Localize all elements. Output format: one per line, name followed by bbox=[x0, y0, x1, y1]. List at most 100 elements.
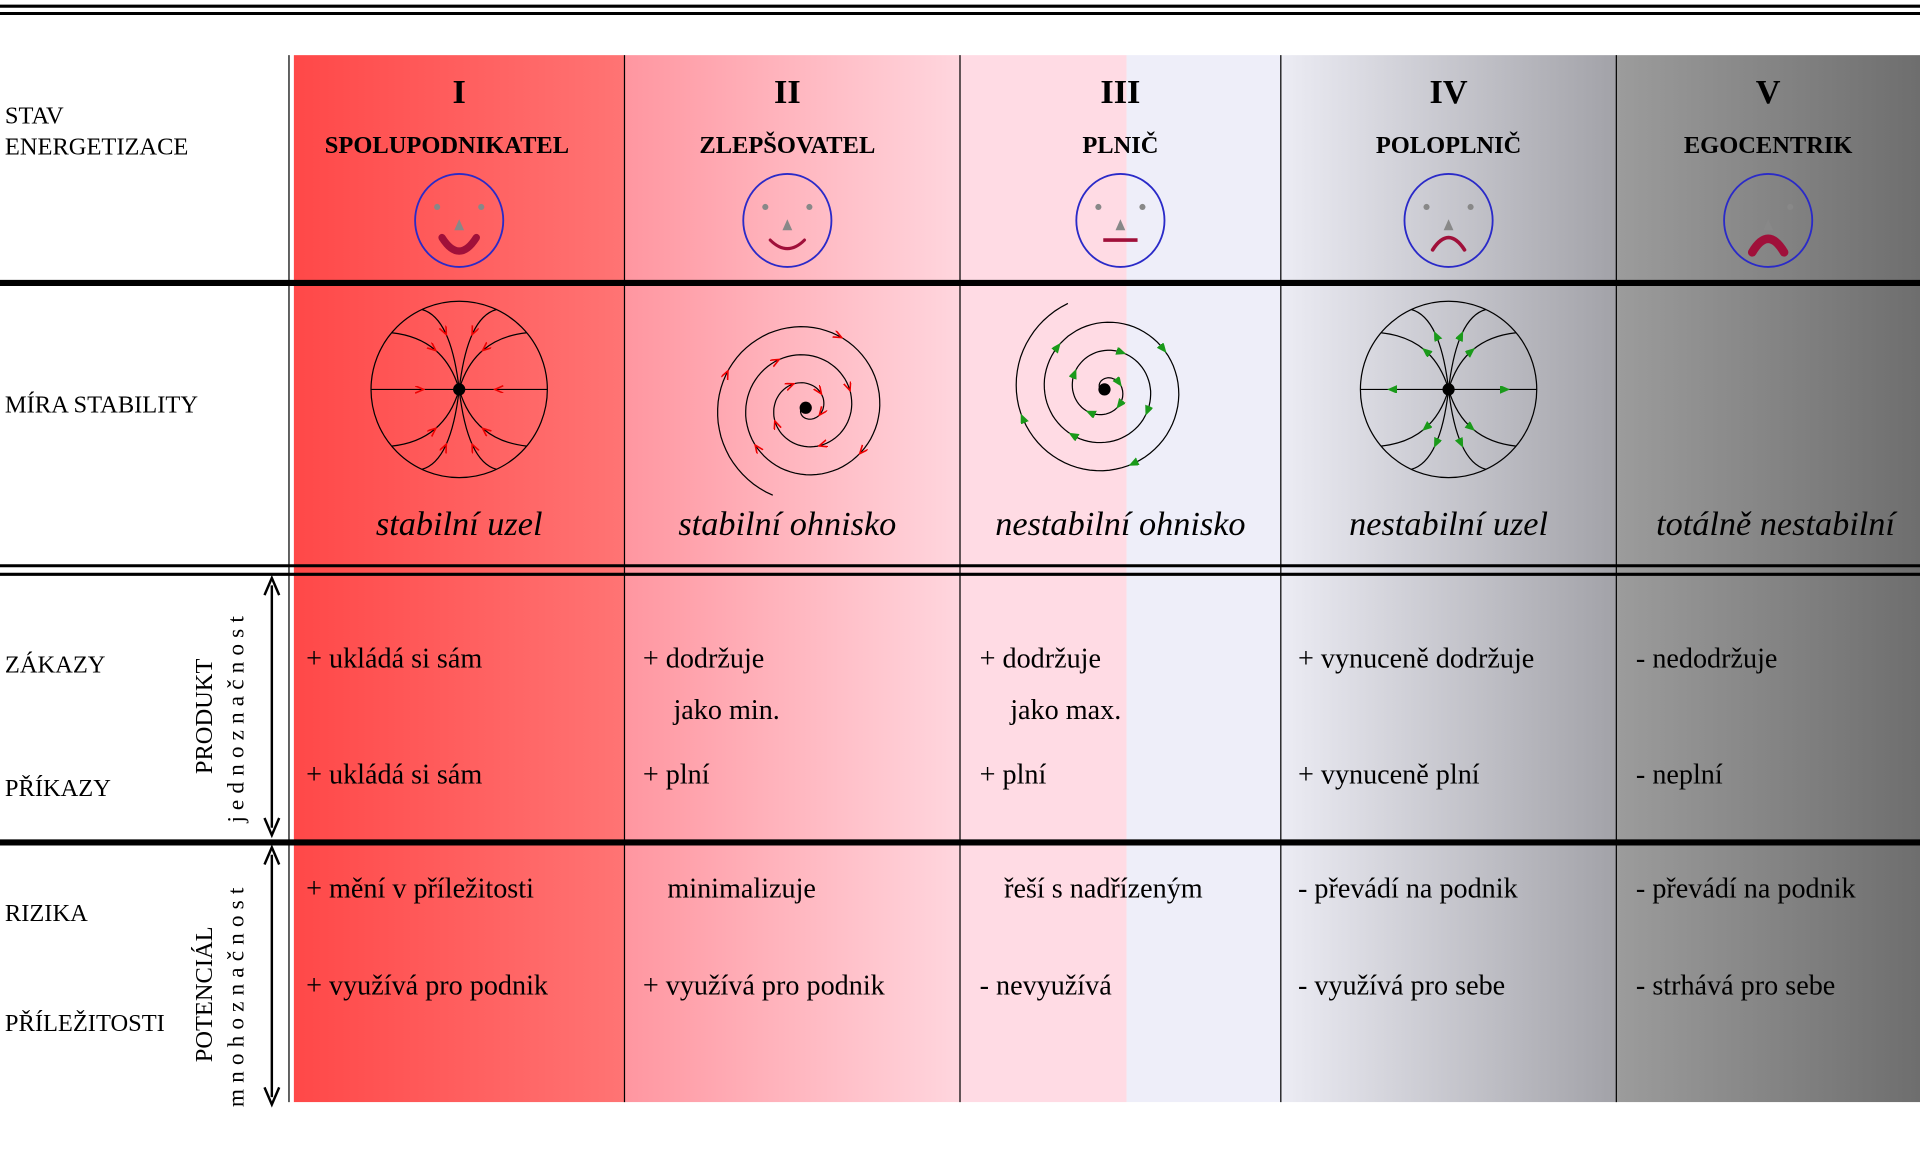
spiral bbox=[717, 325, 881, 496]
phase-portrait bbox=[370, 300, 548, 479]
column-name: ZLEPŠOVATEL bbox=[699, 131, 875, 159]
trajectory bbox=[458, 332, 527, 390]
row-label: ZÁKAZY bbox=[5, 650, 106, 678]
mouth bbox=[768, 238, 807, 251]
row-label: STAV bbox=[5, 103, 64, 130]
nose bbox=[782, 219, 793, 231]
cell-text: + ukládá si sám bbox=[306, 760, 482, 791]
stability-label: stabilní ohnisko bbox=[678, 505, 896, 543]
column-name: EGOCENTRIK bbox=[1684, 132, 1853, 159]
cell-text: - převádí na podnik bbox=[1298, 874, 1519, 905]
eye bbox=[762, 203, 769, 211]
trajectory bbox=[1447, 389, 1487, 470]
nose bbox=[1443, 219, 1454, 231]
nose bbox=[1115, 219, 1126, 231]
trajectory bbox=[458, 308, 497, 390]
face bbox=[742, 173, 833, 268]
cell-text: jako max. bbox=[1009, 695, 1121, 726]
cell-text: + plní bbox=[980, 760, 1047, 791]
trajectory bbox=[1411, 308, 1450, 390]
eye bbox=[434, 203, 441, 211]
face-outline bbox=[1403, 173, 1494, 268]
face-outline bbox=[742, 173, 833, 268]
stability-label: nestabilní uzel bbox=[1349, 505, 1548, 543]
cell-text: minimalizuje bbox=[667, 874, 816, 905]
trajectory bbox=[421, 308, 460, 390]
mouth bbox=[1430, 235, 1467, 252]
cell-text: + plní bbox=[643, 760, 710, 791]
eye bbox=[1787, 203, 1794, 211]
trajectory bbox=[1380, 332, 1450, 390]
cell-text: + vynuceně plní bbox=[1298, 760, 1480, 791]
column-name: PLNIČ bbox=[1082, 130, 1158, 159]
trajectory bbox=[1447, 308, 1487, 390]
face-outline bbox=[414, 173, 505, 268]
row-label: PŘÍKAZY bbox=[5, 774, 111, 802]
cell-text: + mění v příležitosti bbox=[306, 874, 534, 905]
trajectory bbox=[458, 389, 497, 470]
cell-text: + dodržuje bbox=[643, 643, 764, 674]
col-bg bbox=[1280, 55, 1617, 1103]
trajectory bbox=[391, 332, 460, 390]
cell-text: + využívá pro podnik bbox=[306, 970, 549, 1001]
group-subtitle: mnohoznačnost bbox=[224, 882, 250, 1108]
cell-text: - využívá pro sebe bbox=[1298, 970, 1505, 1001]
row-label: PŘÍLEŽITOSTI bbox=[5, 1009, 165, 1037]
row-label: ENERGETIZACE bbox=[5, 133, 188, 160]
col-bg bbox=[1126, 55, 1281, 1103]
face-outline bbox=[1075, 173, 1166, 268]
column-name: SPOLUPODNIKATEL bbox=[325, 132, 569, 159]
equilibrium bbox=[799, 401, 812, 414]
cell-text: jako min. bbox=[672, 695, 779, 726]
cell-text: - převádí na podnik bbox=[1636, 874, 1857, 905]
trajectory bbox=[1411, 389, 1450, 470]
equilibrium bbox=[453, 383, 466, 396]
eye bbox=[1743, 203, 1750, 211]
row-label: RIZIKA bbox=[5, 900, 88, 927]
column-numeral: IV bbox=[1430, 73, 1468, 111]
mouth bbox=[1747, 234, 1789, 257]
eye bbox=[806, 203, 813, 211]
nose bbox=[1763, 219, 1774, 231]
cell-text: + ukládá si sám bbox=[306, 643, 482, 674]
arrow-head bbox=[263, 574, 281, 839]
equilibrium bbox=[1098, 383, 1111, 396]
column-numeral: III bbox=[1100, 73, 1140, 111]
spiral bbox=[1015, 302, 1180, 472]
phase-portrait bbox=[717, 325, 881, 496]
stability-label: nestabilní ohnisko bbox=[995, 505, 1245, 543]
face-outline bbox=[1723, 173, 1814, 268]
group-title: POTENCIÁL bbox=[190, 926, 218, 1062]
stability-label: totálně nestabilní bbox=[1656, 505, 1898, 543]
column-name: POLOPLNIČ bbox=[1376, 130, 1521, 159]
trajectory bbox=[1447, 389, 1517, 447]
cell-text: - neplní bbox=[1636, 760, 1723, 791]
eye bbox=[1467, 203, 1474, 211]
nose bbox=[454, 219, 465, 231]
cell-text: - nevyužívá bbox=[980, 970, 1113, 1001]
col-bg bbox=[960, 55, 1127, 1103]
trajectory bbox=[1380, 389, 1450, 447]
column-numeral: V bbox=[1756, 73, 1781, 111]
cell-text: + využívá pro podnik bbox=[643, 970, 886, 1001]
cell-text: - nedodržuje bbox=[1636, 643, 1778, 674]
column-numeral: II bbox=[774, 73, 801, 111]
cell-text: + dodržuje bbox=[980, 643, 1101, 674]
trajectory bbox=[1447, 332, 1517, 390]
col-bg bbox=[624, 55, 960, 1103]
group-title: PRODUKT bbox=[191, 659, 218, 775]
face bbox=[1403, 173, 1494, 268]
face bbox=[414, 173, 505, 268]
equilibrium bbox=[1442, 383, 1455, 396]
trajectory bbox=[421, 389, 460, 470]
eye bbox=[1095, 203, 1102, 211]
eye bbox=[1139, 203, 1146, 211]
eye bbox=[478, 203, 485, 211]
mouth bbox=[438, 233, 481, 255]
trajectory bbox=[458, 389, 527, 447]
cell-text: - strhává pro sebe bbox=[1636, 970, 1835, 1001]
cell-text: řeší s nadřízeným bbox=[1004, 874, 1203, 905]
row-label: MÍRA STABILITY bbox=[5, 391, 198, 419]
